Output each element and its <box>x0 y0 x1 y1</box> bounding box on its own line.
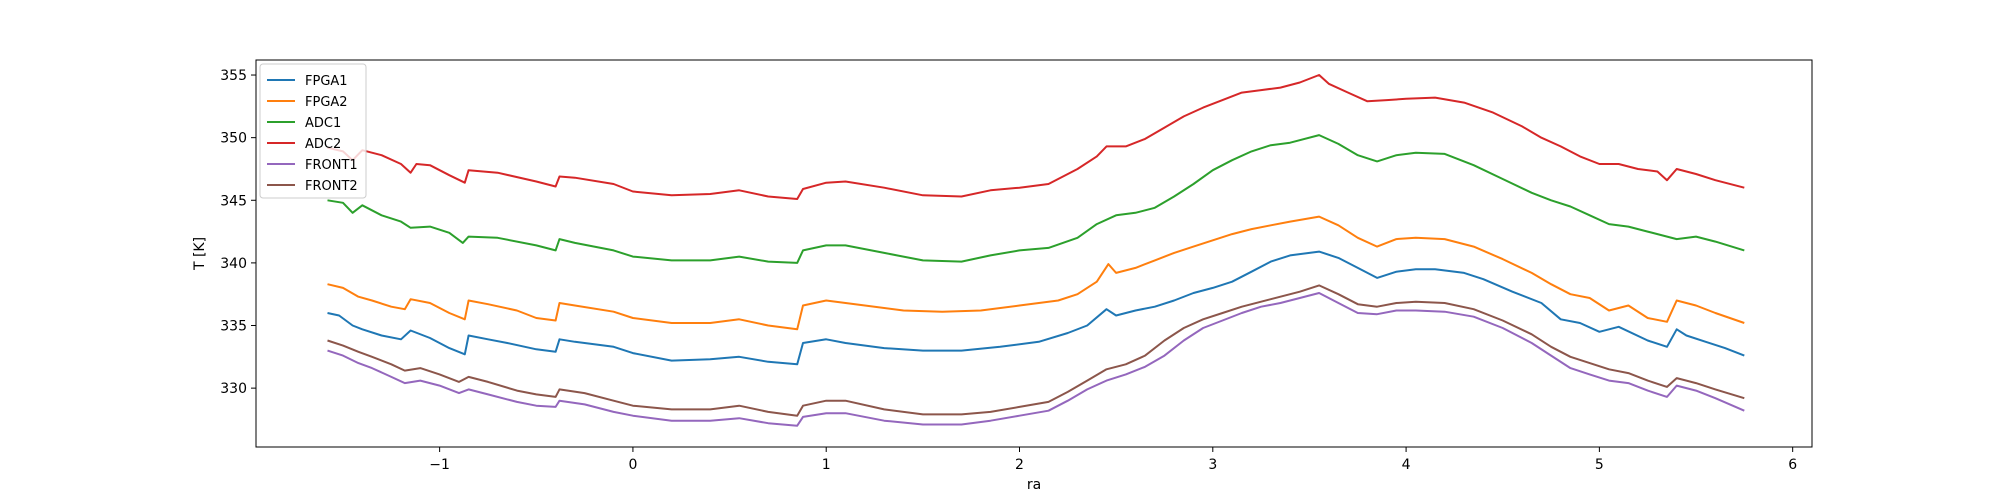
x-tick-label: 1 <box>822 457 831 473</box>
y-tick-label: 330 <box>220 381 247 397</box>
legend-label-fpga2: FPGA2 <box>305 95 348 110</box>
y-axis-label: T [K] <box>192 237 208 271</box>
legend-label-front1: FRONT1 <box>305 158 358 173</box>
series-line-front1 <box>327 292 1745 427</box>
x-tick-label: 6 <box>1788 457 1797 473</box>
legend: FPGA1 FPGA2 ADC1 ADC2 FRONT1 FRONT2 <box>259 63 367 199</box>
legend-label-front2: FRONT2 <box>305 179 358 194</box>
y-tick-label: 340 <box>220 256 247 272</box>
series-line-adc2 <box>327 74 1745 200</box>
x-tick-label: 3 <box>1208 457 1217 473</box>
x-axis-label: ra <box>1027 477 1041 493</box>
series-line-fpga2 <box>327 215 1745 331</box>
y-tick-label: 355 <box>220 68 247 84</box>
series-line-adc1 <box>327 134 1745 264</box>
legend-label-adc2: ADC2 <box>305 137 341 152</box>
x-tick-label: 4 <box>1402 457 1411 473</box>
legend-label-adc1: ADC1 <box>305 116 341 131</box>
series-line-front2 <box>327 284 1745 417</box>
series-lines <box>327 74 1745 427</box>
x-tick-label: 5 <box>1595 457 1604 473</box>
x-tick-label: 2 <box>1015 457 1024 473</box>
y-tick-label: 345 <box>220 193 247 209</box>
plot-frame <box>255 59 1813 448</box>
y-tick-label: 335 <box>220 319 247 335</box>
x-tick-label: −1 <box>429 457 450 473</box>
y-axis: 330 335 340 345 350 355 <box>220 68 256 397</box>
y-tick-label: 350 <box>220 131 247 147</box>
legend-label-fpga1: FPGA1 <box>305 74 348 89</box>
series-line-fpga1 <box>327 250 1745 366</box>
x-axis: −1 0 1 2 3 4 5 6 <box>429 447 1797 473</box>
x-tick-label: 0 <box>628 457 637 473</box>
